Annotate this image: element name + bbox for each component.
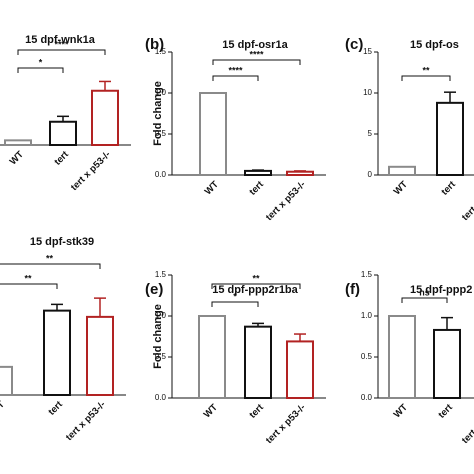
bar — [286, 340, 314, 400]
error-bar — [252, 322, 264, 327]
x-tick-label: WT — [392, 179, 410, 197]
x-tick-label: tert x p53-/- — [460, 179, 474, 223]
panel-label: (f) — [345, 281, 360, 298]
x-tick-label: tert — [247, 402, 266, 421]
significance-label: ns — [419, 287, 430, 297]
x-tick-label: tert x p53-/- — [264, 179, 308, 223]
y-tick-label: 1.5 — [155, 47, 167, 56]
significance-label: ** — [46, 253, 54, 263]
y-tick-label: 0.0 — [155, 170, 167, 179]
significance-label: ** — [24, 273, 32, 283]
significance-label: * — [39, 57, 43, 67]
error-bar — [252, 169, 264, 171]
significance-bracket — [401, 297, 448, 303]
panel-title: 15 dpf-stk39 — [30, 236, 94, 248]
y-tick-label: 0.5 — [155, 129, 167, 138]
y-tick-label: 0.5 — [361, 352, 373, 361]
error-bar — [294, 333, 306, 342]
panel-label: (e) — [145, 281, 163, 298]
significance-bracket — [211, 283, 301, 289]
significance-label: **** — [54, 39, 69, 49]
bar — [198, 315, 226, 399]
error-bar — [99, 80, 111, 91]
x-tick-label: WT — [8, 149, 26, 167]
panel-title: 15 dpf-ppp2r1ba — [212, 284, 298, 296]
y-tick-label: 5 — [368, 129, 373, 138]
y-tick-label: 1.0 — [155, 311, 167, 320]
bar — [91, 89, 119, 146]
y-tick-label: 1.5 — [361, 270, 373, 279]
y-axis-label: Fold change — [152, 81, 164, 146]
bar — [388, 165, 416, 177]
significance-label: **** — [228, 65, 243, 75]
x-tick-label: WT — [392, 402, 410, 420]
bar — [4, 139, 32, 147]
x-tick-label: tert x p53-/- — [64, 399, 108, 443]
bar — [433, 328, 461, 399]
significance-label: ** — [252, 273, 260, 283]
y-tick-label: 10 — [363, 88, 372, 97]
bar — [286, 170, 314, 177]
x-tick-label: tert — [439, 179, 458, 198]
x-tick-label: WT — [202, 402, 220, 420]
significance-bracket — [0, 283, 58, 289]
bar — [388, 315, 416, 399]
bar — [436, 101, 464, 176]
y-tick-label: 1.0 — [361, 311, 373, 320]
x-tick-label: WT — [203, 179, 221, 197]
panel: 15 dpf-stk39 WT tert tert x p53-/- ** ** — [0, 236, 126, 443]
panel: (e) 15 dpf-ppp2r1ba Fold change 0.0 0.5 1.0 1.… — [145, 270, 326, 446]
error-bar — [51, 303, 63, 311]
panel-title: 15 dpf-os — [410, 39, 459, 51]
significance-bracket — [17, 49, 106, 55]
bar — [0, 365, 13, 396]
significance-bracket — [211, 301, 259, 307]
bar — [244, 169, 272, 176]
x-tick-label: tert x p53-/- — [69, 149, 113, 193]
error-bar — [57, 115, 69, 122]
x-tick-label: tert x p53-/- — [460, 402, 474, 446]
x-tick-label: tert — [46, 399, 65, 418]
x-tick-label: tert x p53-/- — [264, 402, 308, 446]
error-bar — [294, 170, 306, 172]
panel-label: (c) — [345, 36, 363, 53]
panel-title: 15 dpf-ppp2 — [410, 284, 472, 296]
significance-bracket — [17, 67, 64, 73]
y-axis-label: Fold change — [152, 304, 164, 369]
y-tick-label: 0 — [368, 170, 373, 179]
bar — [43, 309, 71, 396]
y-tick-label: 0.0 — [361, 393, 373, 402]
panel-title: 15 dpf-wnk1a — [25, 34, 96, 46]
panel-title: 15 dpf-osr1a — [222, 39, 288, 51]
panel-label: (b) — [145, 36, 164, 53]
significance-bracket — [212, 75, 259, 81]
y-tick-label: 1.5 — [155, 270, 167, 279]
bar — [49, 120, 77, 146]
significance-label: **** — [249, 49, 264, 59]
y-tick-label: 1.0 — [155, 88, 167, 97]
bar — [86, 315, 114, 396]
y-tick-label: 0.0 — [155, 393, 167, 402]
panel: (f) 15 dpf-ppp2 0.0 0.5 1.0 1.5 WT tert tert x p… — [345, 270, 474, 446]
y-tick-label: 0.5 — [155, 352, 167, 361]
panel: (b) 15 dpf-osr1a Fold change 0.0 0.5 1.0 1.5 WT… — [145, 36, 326, 223]
significance-bracket — [401, 75, 451, 81]
x-tick-label: tert — [436, 402, 455, 421]
bar — [244, 325, 272, 399]
x-tick-label: tert — [247, 179, 266, 198]
significance-bracket — [0, 263, 101, 269]
significance-label: ** — [422, 65, 430, 75]
x-tick-label: WT — [0, 399, 7, 417]
error-bar — [444, 91, 456, 103]
bar — [199, 92, 227, 176]
x-tick-label: tert — [52, 149, 71, 168]
error-bar — [441, 316, 453, 330]
error-bar — [94, 297, 106, 317]
y-tick-label: 15 — [363, 47, 372, 56]
significance-label: * — [233, 291, 237, 301]
significance-bracket — [212, 59, 301, 65]
